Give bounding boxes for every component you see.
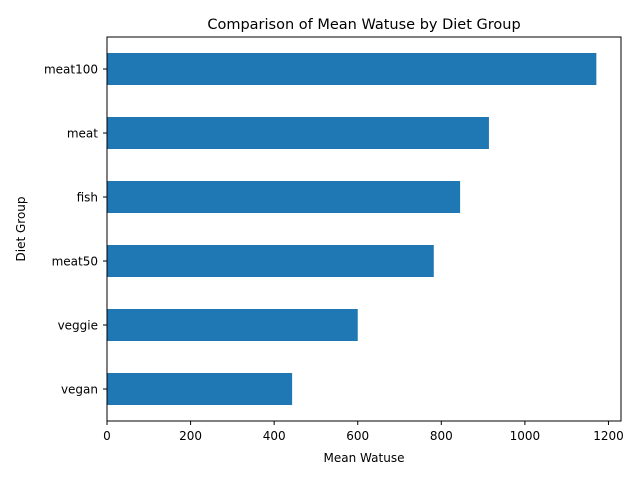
x-tick-label: 400 — [263, 429, 286, 443]
y-tick-label: meat — [67, 127, 98, 141]
x-tick-label: 600 — [346, 429, 369, 443]
bar-meat50 — [107, 245, 434, 277]
y-axis: vegan veggie meat50 fish meat meat100 — [44, 63, 107, 397]
y-axis-label: Diet Group — [14, 196, 28, 261]
x-axis-label: Mean Watuse — [324, 451, 405, 465]
x-axis: 0 200 400 600 800 1000 1200 — [103, 421, 624, 443]
x-tick-label: 1000 — [510, 429, 541, 443]
bar-fish — [107, 181, 461, 213]
bar-veggie — [107, 309, 358, 341]
bar-vegan — [107, 373, 293, 405]
x-tick-label: 1200 — [593, 429, 624, 443]
x-tick-label: 800 — [430, 429, 453, 443]
bars-layer — [107, 53, 597, 405]
chart-title: Comparison of Mean Watuse by Diet Group — [207, 17, 520, 33]
y-tick-label: meat50 — [52, 255, 98, 269]
x-tick-label: 200 — [179, 429, 202, 443]
bar-meat — [107, 117, 489, 149]
y-tick-label: vegan — [61, 383, 98, 397]
bar-meat100 — [107, 53, 597, 85]
y-tick-label: fish — [77, 191, 98, 205]
x-tick-label: 0 — [103, 429, 111, 443]
plot-frame — [106, 36, 622, 422]
y-tick-label: meat100 — [44, 63, 98, 77]
y-tick-label: veggie — [58, 319, 98, 333]
